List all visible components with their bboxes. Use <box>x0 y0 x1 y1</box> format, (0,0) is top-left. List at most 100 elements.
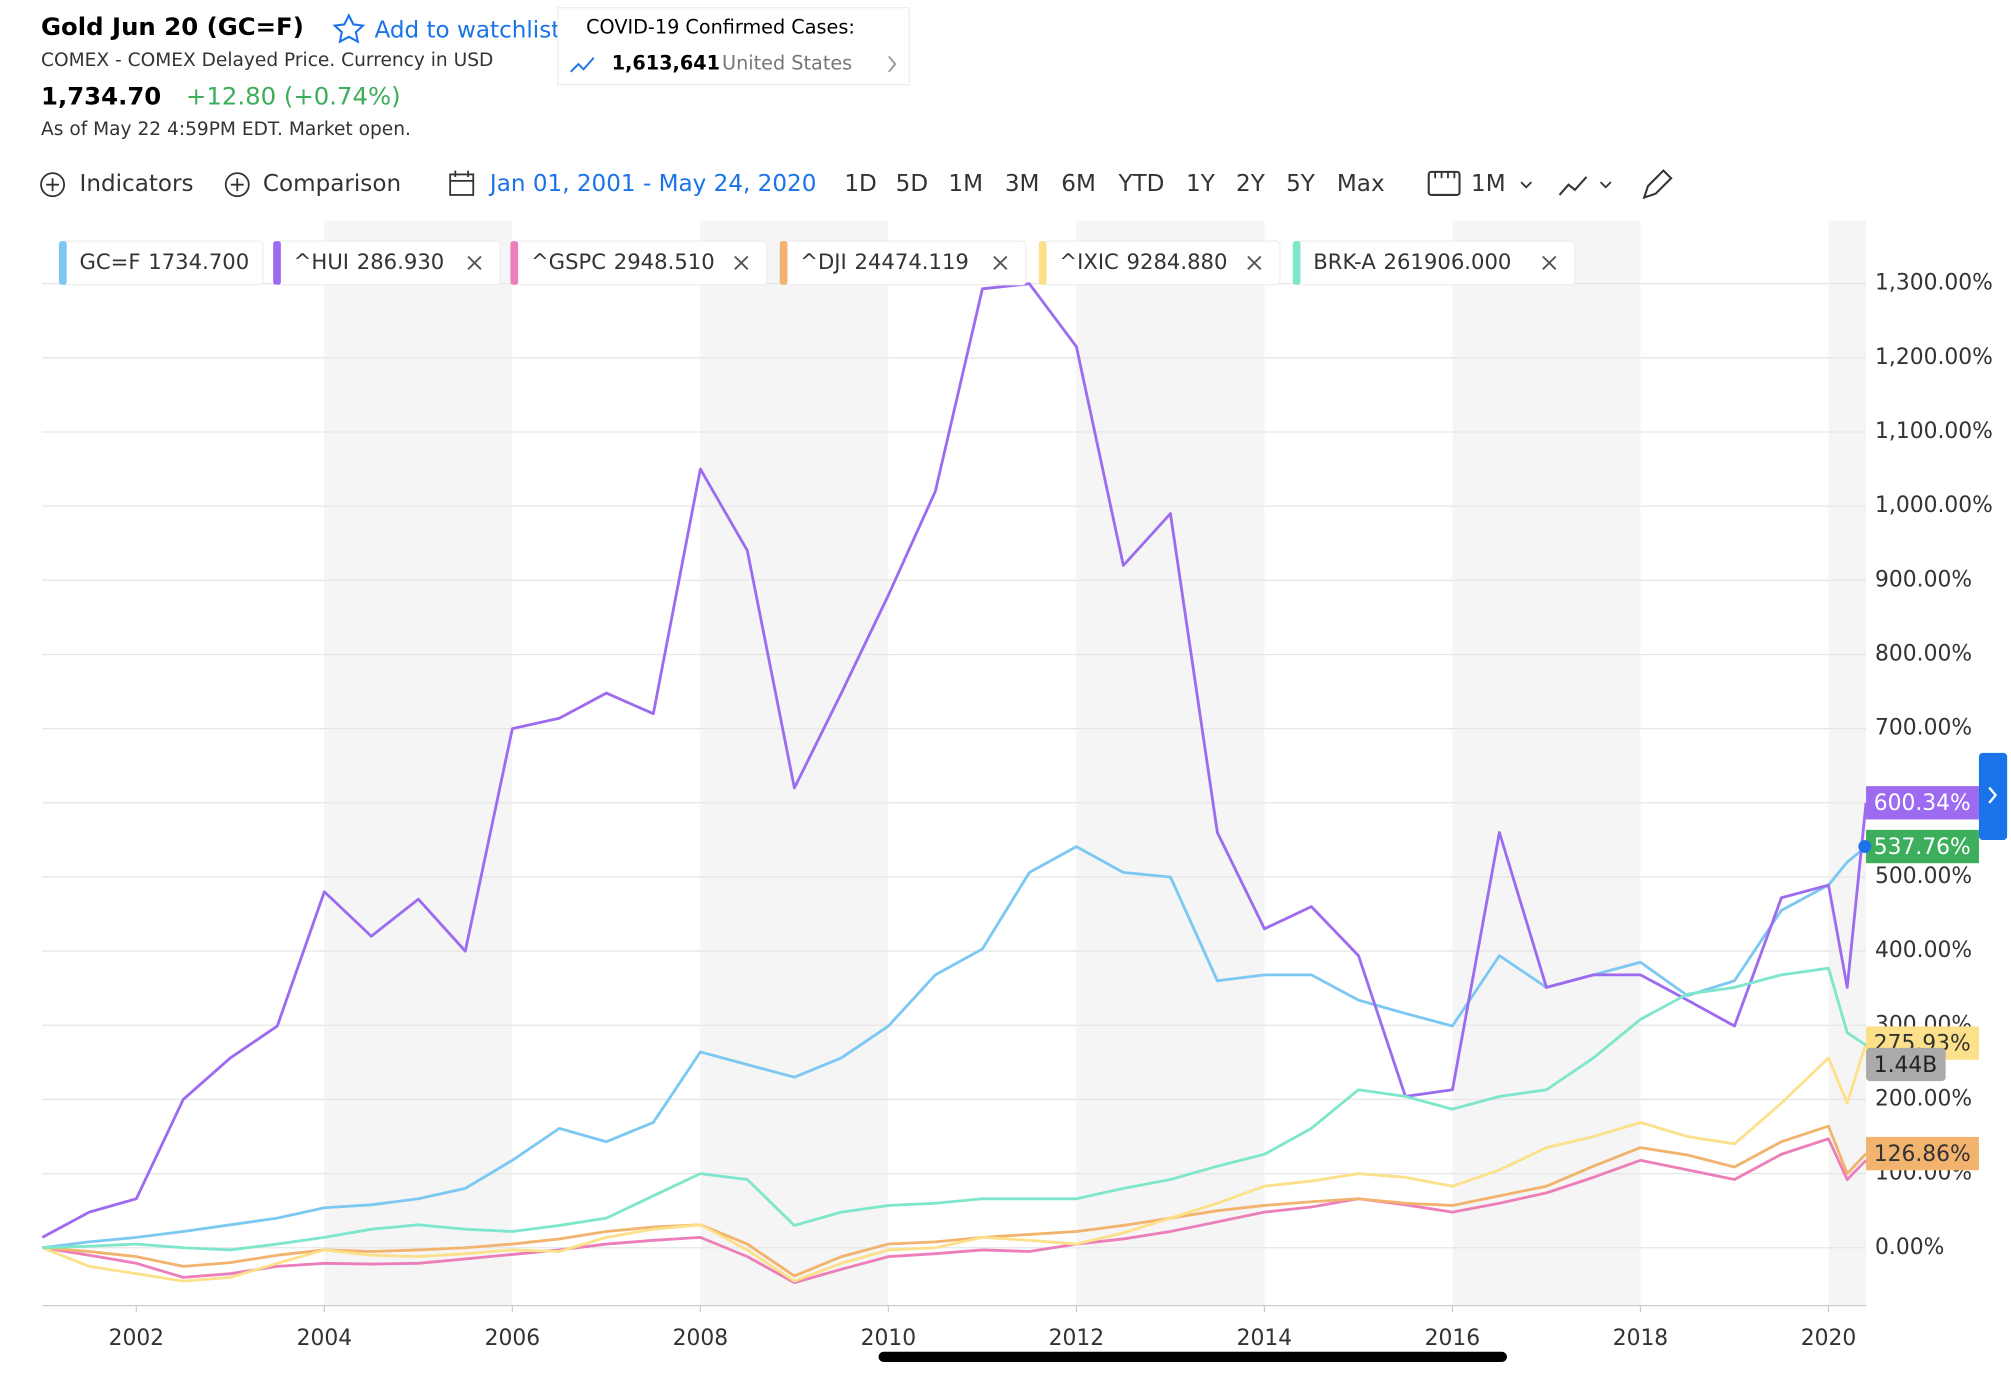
x-tick-label: 2014 <box>1237 1326 1292 1351</box>
price: 1,734.70 <box>41 81 161 110</box>
series-line <box>41 1042 1868 1283</box>
end-tag <box>1866 1136 1979 1171</box>
legend-swatch <box>510 241 519 285</box>
x-tick-label: 2020 <box>1801 1326 1856 1351</box>
x-tick-label: 2012 <box>1049 1326 1104 1351</box>
scrollbar[interactable] <box>878 1351 1507 1363</box>
plus-icon <box>46 178 59 192</box>
interval-button[interactable]: 1M <box>1471 171 1506 197</box>
range-button[interactable]: 5D <box>896 171 928 197</box>
interval-icon <box>1434 171 1456 179</box>
range-button[interactable]: 6M <box>1061 171 1096 197</box>
y-tick-label: 200.00% <box>1875 1086 1972 1111</box>
chevron <box>888 55 897 73</box>
indicators-button[interactable]: Indicators <box>80 171 194 197</box>
x-tick-label: 2016 <box>1425 1326 1480 1351</box>
x-tick-label: 2018 <box>1613 1326 1668 1351</box>
plus-icon[interactable] <box>40 172 66 198</box>
legend-quote: 2948.510 <box>614 249 715 274</box>
legend-quote: 9284.880 <box>1127 249 1228 274</box>
background-band <box>1828 220 1867 1306</box>
legend-swatch <box>1292 241 1301 285</box>
legend-quote: 24474.119 <box>854 249 968 274</box>
range-button[interactable]: 5Y <box>1286 171 1316 197</box>
series-line <box>42 845 1867 1250</box>
chart-type-icon[interactable] <box>1558 176 1588 196</box>
end-tag-label: 537.76% <box>1874 835 1971 860</box>
price-change: +12.80 (+0.74%) <box>186 81 401 110</box>
x-tick-label: 2008 <box>673 1326 728 1351</box>
close-icon[interactable] <box>993 255 1008 271</box>
y-tick-label: 800.00% <box>1875 641 1972 666</box>
background-band <box>1076 220 1265 1306</box>
range-button[interactable]: 1M <box>948 171 983 197</box>
covid-country: United States <box>722 52 852 75</box>
legend-swatch <box>273 241 281 285</box>
legend-name: ^HUI <box>294 249 349 274</box>
close-icon[interactable] <box>1542 255 1557 271</box>
interval-icon[interactable] <box>1427 170 1461 196</box>
calendar-icon[interactable] <box>449 173 475 196</box>
range-button[interactable]: 3M <box>1005 171 1040 197</box>
range-button[interactable]: 1D <box>844 171 876 197</box>
legend-name: ^GSPC <box>531 249 606 274</box>
legend-quote: 1734.700 <box>148 249 249 274</box>
series-line <box>42 966 1867 1252</box>
y-tick-label: 0.00% <box>1875 1235 1944 1260</box>
close-icon[interactable] <box>1247 255 1262 271</box>
watchlist-link[interactable]: Add to watchlist <box>374 17 560 43</box>
quote-title: Gold Jun 20 (GC=F) <box>41 12 304 41</box>
chevron <box>1988 786 1998 804</box>
y-tick-label: 900.00% <box>1875 567 1972 592</box>
range-buttons: 1D 5D 1M 3M 6M YTD 1Y 2Y 5Y Max <box>844 171 1384 197</box>
draw-icon[interactable] <box>1642 169 1673 200</box>
background-band <box>1452 220 1641 1306</box>
legend-quote: 286.930 <box>357 249 445 274</box>
covid-count: 1,613,641 <box>612 52 720 75</box>
close-icon[interactable] <box>467 255 482 271</box>
legend-name: BRK-A <box>1313 249 1376 274</box>
as-of: As of May 22 4:59PM EDT. Market open. <box>41 119 411 140</box>
volume-tag-label: 1.44B <box>1874 1053 1938 1078</box>
close-icon[interactable] <box>734 255 749 271</box>
star-icon[interactable] <box>332 13 366 44</box>
x-tick-label: 2010 <box>861 1326 916 1351</box>
legend-swatch <box>1038 241 1047 285</box>
end-tag <box>1866 786 1979 820</box>
covid-card[interactable] <box>557 7 910 86</box>
series-line <box>41 282 1868 1239</box>
date-range[interactable]: Jan 01, 2001 - May 24, 2020 <box>488 171 816 197</box>
volume-tag <box>1866 1047 1946 1082</box>
comparison-button[interactable]: Comparison <box>263 171 401 197</box>
range-button[interactable]: 2Y <box>1236 171 1266 197</box>
range-button[interactable]: 1Y <box>1186 171 1216 197</box>
legend-name: ^DJI <box>800 249 847 274</box>
y-tick-label: 1,300.00% <box>1875 271 1993 296</box>
legend-name: GC=F <box>80 249 141 274</box>
y-tick-label: 700.00% <box>1875 716 1972 741</box>
covid-title: COVID-19 Confirmed Cases: <box>586 16 855 39</box>
chart: 0.00%100.00%200.00%300.00%400.00%500.00%… <box>41 220 2008 1351</box>
range-button[interactable]: Max <box>1337 171 1385 197</box>
exchange-info: COMEX - COMEX Delayed Price. Currency in… <box>41 50 493 71</box>
y-tick-label: 1,200.00% <box>1875 345 1993 370</box>
legend-swatch <box>58 241 67 285</box>
x-tick-label: 2002 <box>109 1326 164 1351</box>
chevron <box>1520 181 1532 189</box>
y-tick-label: 500.00% <box>1875 864 1972 889</box>
plus-icon[interactable] <box>224 172 250 198</box>
background-band <box>324 220 513 1306</box>
range-button[interactable]: YTD <box>1117 171 1164 197</box>
end-tag-label: 126.86% <box>1874 1142 1971 1167</box>
last-point <box>1858 840 1872 853</box>
series-line <box>42 1137 1868 1285</box>
legend-quote: 261906.000 <box>1384 249 1512 274</box>
legend-name: ^IXIC <box>1059 249 1118 274</box>
plus-icon <box>230 178 244 192</box>
trend-icon <box>570 57 595 73</box>
calendar-icon <box>450 170 474 182</box>
end-tag <box>1866 829 1979 864</box>
end-tag-label: 600.34% <box>1874 791 1971 816</box>
